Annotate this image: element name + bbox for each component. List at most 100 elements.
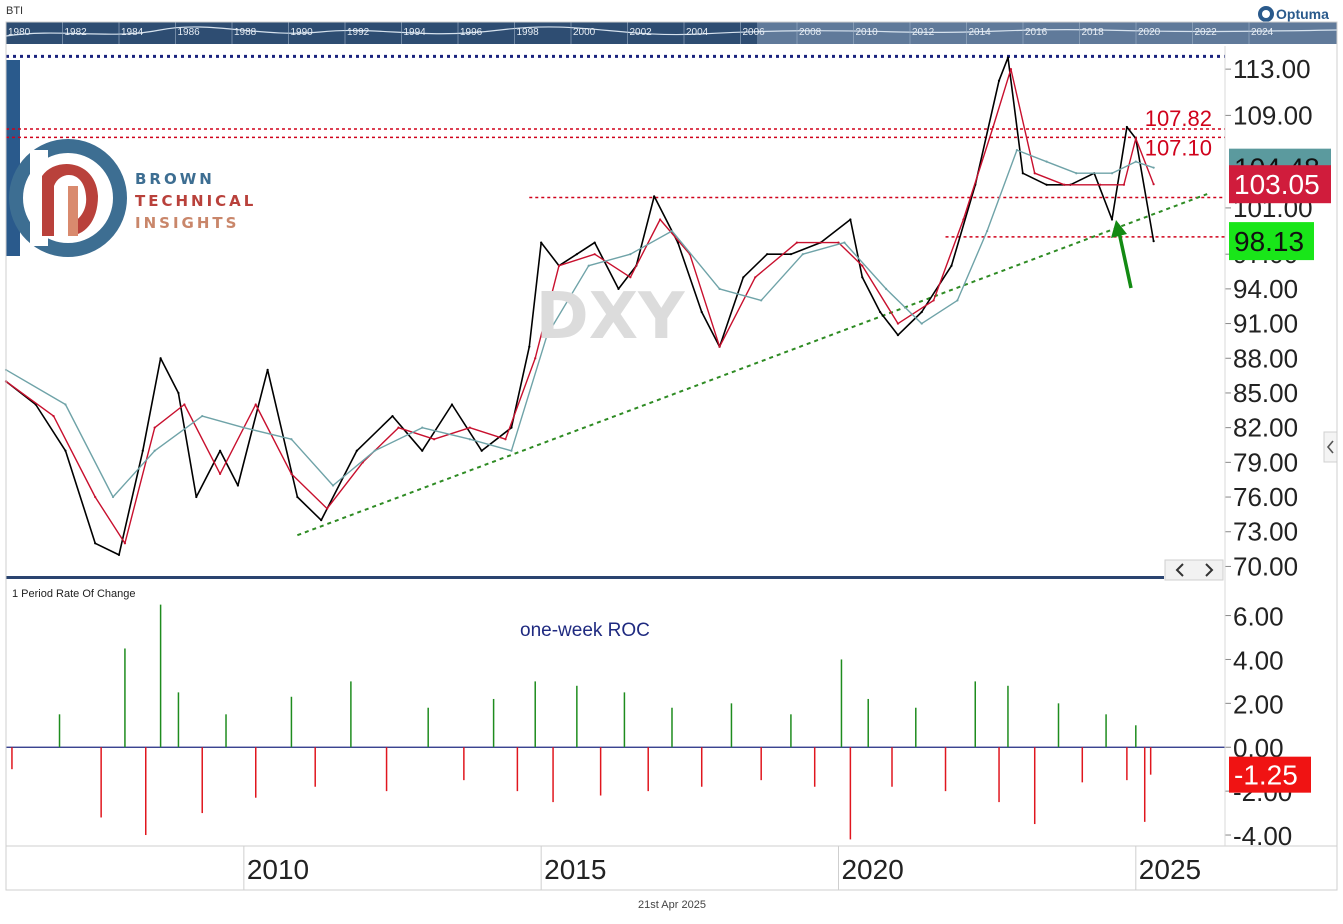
series-point-price: [896, 334, 900, 337]
series-point-ma_slow: [290, 438, 293, 441]
series-point-ma_slow: [153, 449, 156, 452]
roc-badge: -1.25: [1229, 756, 1311, 793]
x-tick-label: 2010: [247, 854, 309, 885]
series-point-ma_fast: [962, 218, 965, 221]
roc-bars: [11, 604, 1152, 840]
price-tick-label: 94.00: [1233, 274, 1298, 304]
series-point-ma_slow: [373, 449, 376, 452]
price-tick-label: 109.00: [1233, 100, 1313, 130]
series-point-price: [540, 241, 543, 244]
arrow-annotation: [1111, 220, 1133, 289]
logo-line1: BROWN: [135, 170, 215, 188]
series-point-ma_slow: [468, 438, 471, 441]
series-point-ma_slow: [956, 299, 959, 302]
series-point-ma_slow: [670, 229, 674, 233]
series-point-ma_slow: [510, 449, 513, 452]
logo-mark-accent: [68, 186, 78, 236]
series-point-ma_fast: [94, 495, 97, 499]
roc-annotation: one-week ROC: [520, 620, 650, 641]
chevron-left-icon[interactable]: [1326, 440, 1334, 454]
series-point-price: [789, 253, 793, 256]
navigator-year: 2016: [1025, 27, 1048, 38]
series-point-ma_fast: [468, 426, 471, 429]
price-tick-label: 73.00: [1233, 517, 1298, 547]
brand-name: Optuma: [1276, 6, 1329, 22]
badge-roc: [1229, 756, 1311, 793]
navigator-year: 1980: [8, 27, 31, 38]
navigator-year: 2008: [799, 27, 822, 38]
navigator-selection[interactable]: [757, 22, 1337, 44]
x-tick-label: 2020: [841, 854, 903, 885]
series-point-ma_fast: [1033, 172, 1036, 175]
series-point-price: [1152, 240, 1155, 243]
scroll-controls[interactable]: [1164, 559, 1224, 581]
series-point-ma_fast: [397, 426, 400, 429]
series-point-ma_fast: [658, 218, 662, 221]
price-panel-bg: [6, 46, 1225, 578]
scroll-right-icon[interactable]: [1205, 563, 1214, 577]
series-point-price: [997, 79, 1001, 82]
frame: [5, 21, 1338, 891]
series-point-price: [653, 195, 656, 198]
series-point-ma_slow: [1152, 166, 1155, 169]
series-point-ma_slow: [331, 484, 335, 487]
series-point-price: [766, 253, 769, 256]
series-point-ma_fast: [1152, 183, 1155, 186]
brand-logo: Optuma: [1258, 6, 1329, 22]
watermark: DXY: [536, 280, 685, 354]
series-point-ma_fast: [1122, 183, 1126, 186]
series-point-ma_slow: [1015, 148, 1018, 152]
badge-price-value: 98.13: [1234, 226, 1304, 257]
corner-label: BTI: [6, 5, 23, 17]
navigator[interactable]: BTI 1980 1982 1984 1986 1988 1990 1992 1994 1996…: [0, 0, 1343, 44]
series-point-ma_fast: [1099, 183, 1102, 186]
series-point-ma_slow: [201, 414, 204, 418]
series-point-price: [676, 241, 680, 244]
logo-line2: TECHNICAL: [135, 192, 256, 210]
navigator-year: 2000: [573, 27, 596, 38]
series-point-price: [391, 414, 394, 418]
scroll-left-icon[interactable]: [1175, 563, 1184, 577]
price-axis: 70.00 73.00 76.00 79.00 82.00 85.00 88.00 91.00…: [1225, 54, 1313, 581]
navigator-year: 1990: [291, 27, 314, 38]
price-tick-label: 82.00: [1233, 413, 1298, 443]
series-line-ma_slow: [5, 149, 1154, 498]
series-point-ma_fast: [837, 241, 840, 244]
series-point-price: [64, 449, 67, 452]
series-point-price: [94, 542, 97, 545]
side-collapse[interactable]: [1323, 431, 1338, 463]
badge-fast-ma: [1229, 165, 1331, 204]
series-point-price: [742, 276, 745, 279]
roc-panel[interactable]: 1 Period Rate Of Change one-week ROC -4.…: [6, 588, 1311, 851]
side-collapse-tab[interactable]: [1323, 431, 1338, 463]
price-tick-label: 88.00: [1233, 343, 1298, 373]
series-point-price: [849, 218, 852, 221]
series-point-price: [159, 357, 162, 360]
series-point-ma_fast: [1063, 183, 1066, 186]
series-point-price: [117, 553, 121, 556]
series-point-price: [320, 519, 323, 522]
series-point-price: [1045, 183, 1048, 186]
navigator-trace: [5, 26, 1338, 37]
roc-tick-label: 4.00: [1233, 645, 1284, 675]
series-point-ma_slow: [884, 287, 888, 290]
x-tick-label: 2015: [544, 854, 606, 885]
series-point-price: [141, 449, 144, 452]
navigator-year: 1988: [234, 27, 257, 38]
trendline: [297, 193, 1208, 537]
price-panel[interactable]: 70.00 73.00 76.00 79.00 82.00 85.00 88.00 91.00…: [4, 46, 1338, 581]
series-point-price: [1021, 172, 1024, 175]
x-axis-ticks: 2010 2015 2020 2025: [243, 846, 1201, 890]
series-point-ma_fast: [153, 426, 156, 429]
price-tick-label: 85.00: [1233, 378, 1298, 408]
series-point-ma_fast: [1134, 137, 1137, 140]
navigator-year: 1994: [404, 27, 427, 38]
series-point-ma_slow: [843, 241, 846, 244]
series-point-price: [920, 310, 923, 314]
series-point-ma_slow: [986, 229, 989, 233]
series-point-price: [575, 253, 578, 256]
series-point-price: [1125, 125, 1128, 129]
series-point-ma_fast: [218, 472, 222, 476]
navigator-year: 2024: [1251, 27, 1274, 38]
